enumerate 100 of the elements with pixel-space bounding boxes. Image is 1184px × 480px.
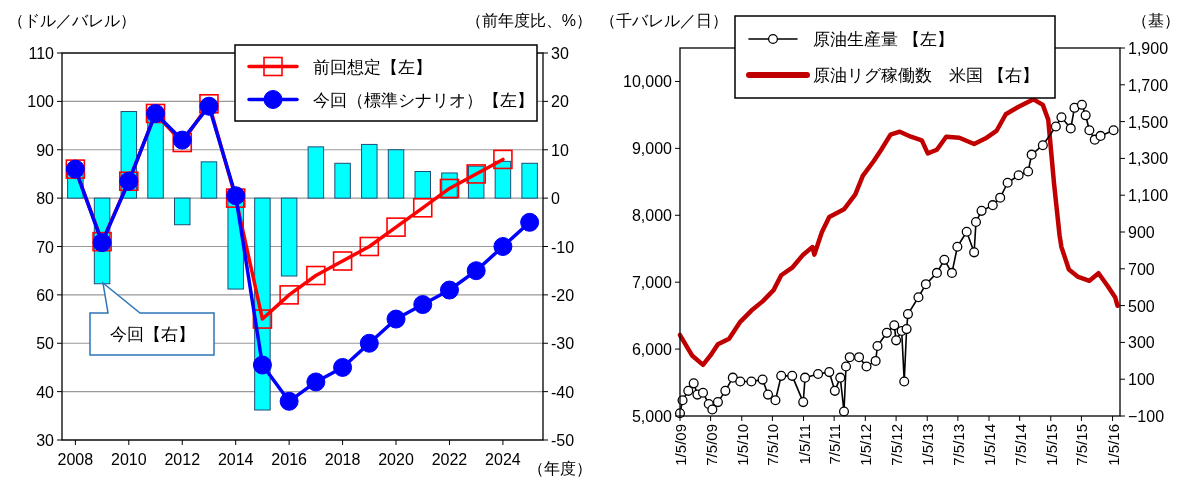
y-tick-label: 60 bbox=[36, 286, 55, 304]
point bbox=[386, 309, 406, 329]
bar bbox=[280, 197, 298, 277]
x-tick-label: 2016 bbox=[271, 451, 308, 468]
x-tick-label: 2024 bbox=[485, 451, 521, 468]
point bbox=[252, 309, 273, 329]
line-series bbox=[677, 97, 1120, 368]
y-tick-label: 90 bbox=[36, 141, 55, 159]
y-tick-label: 110 bbox=[28, 45, 55, 62]
y-tick-label: 7,000 bbox=[631, 274, 673, 292]
y-tick-label: 100 bbox=[27, 93, 55, 111]
bar bbox=[521, 162, 538, 199]
point bbox=[493, 237, 513, 256]
y2-tick-label: -30 bbox=[551, 335, 575, 353]
y2-tick-label: 100 bbox=[1128, 371, 1155, 389]
x-tick-label: 1/5/12 bbox=[857, 424, 875, 466]
y2-tick-label: -50 bbox=[551, 432, 575, 449]
x-tick-label: 1/5/15 bbox=[1042, 424, 1060, 466]
y-tick-label: 5,000 bbox=[631, 408, 673, 425]
point bbox=[359, 236, 380, 257]
bar bbox=[494, 160, 512, 199]
point bbox=[439, 178, 460, 199]
x-axis-title: （年度） bbox=[528, 460, 592, 477]
y-tick-label: 6,000 bbox=[631, 341, 673, 359]
legend-label: 原油リグ稼働数 米国 【右】 bbox=[813, 66, 1039, 85]
y2-tick-label: 1,500 bbox=[1128, 113, 1169, 131]
y2-tick-label: 1,100 bbox=[1128, 187, 1169, 205]
x-tick-label: 1/5/11 bbox=[795, 424, 813, 465]
point bbox=[493, 149, 513, 170]
y2-tick-label: 20 bbox=[551, 93, 569, 111]
x-tick-label: 2020 bbox=[378, 451, 414, 468]
y-tick-label: 8,000 bbox=[631, 207, 673, 225]
x-tick-label: 1/5/13 bbox=[919, 424, 937, 466]
point bbox=[332, 251, 353, 271]
x-tick-label: 2018 bbox=[324, 451, 361, 468]
point bbox=[279, 285, 299, 305]
bar bbox=[307, 146, 325, 199]
y2-axis-title: （基） bbox=[1132, 12, 1180, 29]
x-tick-label: 7/5/11 bbox=[826, 424, 844, 465]
y2-tick-label: 0 bbox=[551, 190, 560, 208]
bar bbox=[200, 161, 218, 199]
point bbox=[386, 217, 406, 237]
y-tick-label: 10,000 bbox=[623, 73, 673, 91]
y2-axis-title: （前年度比、%） bbox=[465, 12, 592, 29]
point bbox=[413, 295, 433, 315]
x-tick-label: 2012 bbox=[164, 451, 201, 468]
x-tick-label: 1/5/16 bbox=[1104, 424, 1122, 466]
annotation: 今回【右】 bbox=[109, 325, 195, 344]
point bbox=[520, 212, 540, 232]
y-tick-label: 70 bbox=[36, 238, 55, 256]
bar bbox=[414, 171, 431, 199]
y2-tick-label: 10 bbox=[551, 141, 569, 159]
bar bbox=[147, 117, 164, 199]
point bbox=[412, 198, 433, 218]
y2-tick-label: 1,700 bbox=[1128, 76, 1169, 94]
y2-tick-label: 300 bbox=[1128, 334, 1155, 352]
y-axis-title: （ドル／バレル） bbox=[8, 12, 136, 29]
legend-label: 今回（標準シナリオ）【左】 bbox=[313, 90, 534, 110]
y2-tick-label: 30 bbox=[551, 45, 569, 62]
x-tick-label: 7/5/10 bbox=[764, 424, 782, 466]
x-tick-label: 2008 bbox=[57, 451, 94, 468]
y2-tick-label: −100 bbox=[1128, 408, 1165, 425]
point bbox=[466, 261, 486, 281]
y-tick-label: 80 bbox=[36, 190, 55, 208]
x-tick-label: 7/5/12 bbox=[888, 424, 906, 466]
point bbox=[306, 372, 326, 392]
y-tick-label: 40 bbox=[36, 383, 55, 401]
y-tick-label: 30 bbox=[36, 432, 55, 449]
point bbox=[252, 355, 272, 375]
y2-tick-label: 1,900 bbox=[1128, 40, 1169, 57]
y-axis-title: （千バレル／日） bbox=[600, 12, 728, 29]
x-tick-label: 7/5/13 bbox=[949, 424, 967, 466]
y-tick-label: 50 bbox=[36, 335, 55, 353]
bar bbox=[387, 149, 405, 199]
y2-tick-label: 500 bbox=[1128, 297, 1155, 315]
x-tick-label: 1/5/14 bbox=[981, 424, 999, 466]
x-tick-label: 7/5/09 bbox=[702, 424, 720, 466]
bar bbox=[361, 143, 378, 199]
x-tick-label: 7/5/15 bbox=[1073, 424, 1091, 466]
legend-label: 前回想定【左】 bbox=[313, 57, 432, 77]
y2-tick-label: -20 bbox=[551, 286, 575, 304]
y2-tick-label: 900 bbox=[1128, 224, 1155, 241]
point bbox=[359, 333, 379, 353]
x-tick-label: 2014 bbox=[217, 451, 254, 468]
point bbox=[439, 280, 459, 300]
bar bbox=[334, 162, 351, 199]
x-tick-label: 2022 bbox=[431, 451, 468, 468]
y2-tick-label: 700 bbox=[1128, 260, 1155, 278]
y2-tick-label: 1,300 bbox=[1128, 150, 1169, 168]
y2-tick-label: -40 bbox=[551, 383, 575, 401]
y2-tick-label: -10 bbox=[551, 238, 575, 256]
x-tick-label: 1/5/10 bbox=[733, 424, 751, 466]
point bbox=[306, 265, 326, 286]
point bbox=[333, 357, 353, 377]
point bbox=[279, 391, 299, 411]
bar bbox=[174, 197, 191, 226]
x-tick-label: 7/5/14 bbox=[1011, 424, 1029, 466]
point bbox=[466, 164, 486, 184]
x-tick-label: 2010 bbox=[111, 451, 147, 468]
y-tick-label: 9,000 bbox=[631, 140, 673, 158]
